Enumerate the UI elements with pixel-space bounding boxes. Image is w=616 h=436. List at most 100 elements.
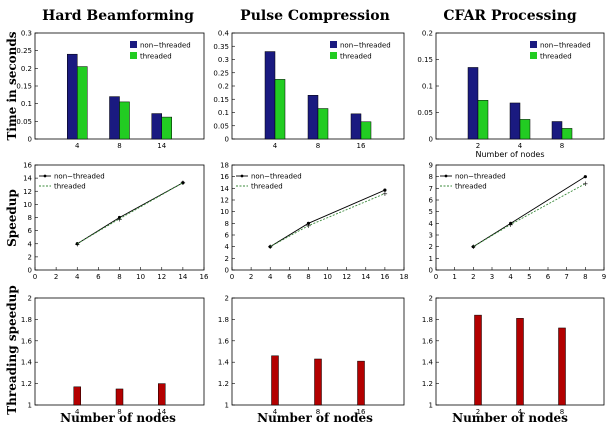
y-tick-label: 0.05 — [417, 109, 433, 117]
x-tick-label: 0 — [33, 273, 37, 281]
legend-label-non-threaded: non−threaded — [340, 42, 391, 50]
point-non-threaded — [583, 175, 587, 179]
bar-non-threaded — [264, 51, 276, 140]
y-tick-label: 0 — [225, 136, 229, 144]
bar-threaded — [561, 128, 573, 140]
row-label-time: Time in seconds — [5, 31, 19, 140]
legend-label-threaded: threaded — [340, 53, 372, 61]
line-threaded — [473, 183, 586, 248]
bar-non-threaded — [151, 113, 162, 140]
y-tick-label: 0.3 — [21, 30, 32, 38]
x-tick-label: 16 — [380, 273, 389, 281]
bar-threading-speedup — [474, 314, 482, 406]
x-tick-label: 10 — [323, 273, 332, 281]
x-tick-label: 8 — [560, 408, 564, 416]
x-tick-label: 6 — [287, 273, 292, 281]
y-tick-label: 1.2 — [422, 380, 433, 388]
panel-hb-time: 0 0.05 0.1 0.15 0.2 0.25 0.3 4 8 14 non−threaded th… — [16, 30, 205, 150]
y-tick-label: 7 — [429, 185, 433, 193]
x-tick-label: 4 — [273, 142, 278, 150]
y-tick-label: 4 — [429, 220, 434, 228]
y-tick-label: 0.25 — [16, 47, 32, 55]
x-tick-label: 7 — [564, 273, 568, 281]
plot-frame — [231, 164, 405, 271]
x-tick-label: 14 — [178, 273, 187, 281]
panel-pc-time: 0 0.05 0.1 0.15 0.2 0.25 0.3 0.35 0.4 4 8 16 non−thr… — [213, 30, 405, 150]
y-tick-label: 1 — [429, 255, 433, 263]
legend-swatch-threaded — [330, 52, 337, 59]
bar-threaded — [317, 108, 329, 140]
x-tick-label: 8 — [583, 273, 587, 281]
y-tick-label: 0.4 — [218, 30, 230, 38]
panel-cfar-threading: 1 1.2 1.4 1.6 1.8 2 2 4 8 — [422, 295, 605, 416]
bar-threading-speedup — [73, 386, 81, 406]
x-tick-label: 14 — [361, 273, 370, 281]
y-tick-label: 2 — [429, 295, 433, 303]
x-tick-label: 8 — [117, 273, 121, 281]
y-tick-label: 8 — [225, 220, 229, 228]
x-tick-label: 4 — [508, 273, 513, 281]
y-tick-label: 1.6 — [21, 337, 33, 345]
line-threaded — [270, 193, 386, 248]
legend-swatch-non-threaded — [530, 41, 537, 48]
bar-threading-speedup — [271, 355, 279, 406]
bar-threading-speedup — [516, 318, 524, 406]
legend-label-threaded: threaded — [455, 183, 487, 191]
y-tick-label: 0.35 — [213, 43, 229, 51]
x-tick-label: 8 — [316, 142, 320, 150]
legend-swatch-threaded — [530, 52, 537, 59]
y-tick-label: 0.25 — [213, 69, 229, 77]
y-tick-label: 1 — [429, 402, 433, 410]
point-threaded: + — [74, 240, 80, 248]
bar-threaded — [119, 101, 130, 140]
bar-non-threaded — [467, 67, 479, 140]
y-tick-label: 2 — [225, 295, 229, 303]
x-tick-label: 12 — [157, 273, 166, 281]
panel-hb-speedup: 0 2 4 6 8 10 12 14 16 0 2 4 6 8 10 12 14 16 + + + non−threade… — [23, 162, 209, 282]
y-tick-label: 2 — [225, 255, 229, 263]
title-pulse-compression: Pulse Compression — [240, 8, 390, 24]
x-tick-label: 8 — [316, 408, 320, 416]
x-tick-label: 2 — [54, 273, 58, 281]
legend-label-non-threaded: non−threaded — [140, 42, 191, 50]
y-tick-label: 1.4 — [218, 359, 230, 367]
legend-swatch-non-threaded — [130, 41, 137, 48]
x-tick-label: 8 — [560, 142, 564, 150]
y-tick-label: 0.15 — [213, 96, 229, 104]
bar-threading-speedup — [158, 383, 166, 406]
y-tick-label: 0.3 — [218, 56, 229, 64]
title-cfar-processing: CFAR Processing — [443, 8, 577, 24]
y-tick-label: 6 — [28, 227, 33, 235]
x-tick-label: 4 — [75, 273, 80, 281]
y-tick-label: 0.2 — [218, 83, 229, 91]
point-threaded: + — [508, 221, 514, 229]
y-tick-label: 10 — [220, 208, 229, 216]
line-non-threaded — [473, 176, 586, 248]
x-tick-label: 2 — [476, 408, 480, 416]
y-tick-label: 10 — [23, 201, 32, 209]
x-tick-label: 12 — [342, 273, 351, 281]
x-tick-label: 10 — [136, 273, 145, 281]
bar-non-threaded — [350, 113, 362, 140]
x-tick-label: 14 — [157, 408, 166, 416]
legend-marker-non-threaded — [43, 174, 47, 178]
panel-pc-threading: 1 1.2 1.4 1.6 1.8 2 4 8 16 — [218, 295, 405, 416]
y-tick-label: 1.6 — [422, 337, 434, 345]
title-hard-beamforming: Hard Beamforming — [42, 8, 194, 24]
bar-threading-speedup — [558, 327, 566, 406]
point-threaded: + — [180, 179, 186, 187]
line-threaded — [77, 182, 184, 245]
legend-marker-non-threaded — [444, 174, 448, 178]
point-non-threaded — [509, 221, 513, 225]
y-tick-label: 0.15 — [417, 56, 433, 64]
xlabel-cfar-threading: Number of nodes — [452, 411, 568, 425]
y-tick-label: 1.2 — [218, 380, 229, 388]
y-tick-label: 0 — [225, 267, 229, 275]
y-tick-label: 1.8 — [21, 316, 32, 324]
y-tick-label: 1.8 — [422, 316, 433, 324]
legend-label-non-threaded: non−threaded — [455, 173, 506, 181]
y-tick-label: 16 — [220, 173, 229, 181]
bar-non-threaded — [67, 53, 78, 140]
x-tick-label: 2 — [476, 142, 480, 150]
